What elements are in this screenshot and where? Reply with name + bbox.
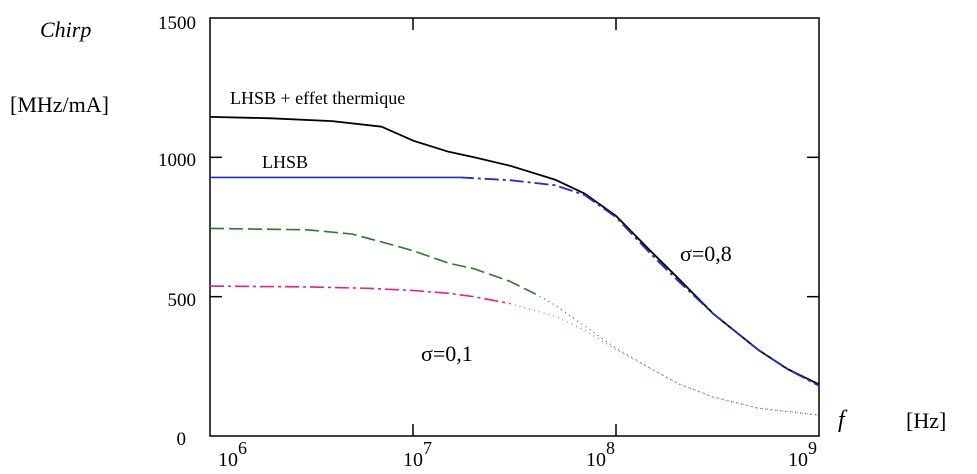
annotation-lhsb: LHSB <box>262 152 308 172</box>
x-axis-unit: [Hz] <box>906 408 946 433</box>
x-tick-base: 10 <box>403 449 423 471</box>
series-line-6 <box>509 303 820 416</box>
y-tick-label-1500: 1500 <box>158 13 196 34</box>
series-line-3 <box>209 227 536 295</box>
annotation-sigma-high: σ=0,8 <box>680 241 732 266</box>
series-line-2 <box>459 176 820 387</box>
x-tick-exp: 8 <box>606 438 615 458</box>
x-tick-base: 10 <box>788 449 808 471</box>
x-tick-base: 10 <box>586 449 606 471</box>
y-tick-label-0: 0 <box>177 429 187 450</box>
x-tick-label-1e7: 10 7 <box>403 438 432 471</box>
x-tick-exp: 9 <box>808 438 817 458</box>
series-line-0 <box>209 116 820 386</box>
axis-ticks <box>210 18 819 436</box>
y-tick-label-500: 500 <box>168 290 197 311</box>
x-tick-exp: 7 <box>423 438 432 458</box>
x-axis-title: f <box>838 407 848 433</box>
series-line-4 <box>534 293 820 416</box>
x-tick-base: 10 <box>218 449 238 471</box>
series-line-5 <box>209 285 511 305</box>
y-axis-unit: [MHz/mA] <box>10 92 109 117</box>
annotation-sigma-low: σ=0,1 <box>421 341 473 366</box>
x-tick-exp: 6 <box>238 438 247 458</box>
y-axis-title: Chirp <box>40 17 91 42</box>
y-tick-label-1000: 1000 <box>158 150 196 171</box>
x-tick-label-1e6: 10 6 <box>218 438 247 471</box>
x-tick-label-1e9: 10 9 <box>788 438 817 471</box>
x-tick-label-1e8: 10 8 <box>586 438 615 471</box>
annotation-thermal: LHSB + effet thermique <box>230 88 405 108</box>
series-group <box>209 116 820 416</box>
plot-frame <box>209 17 820 437</box>
